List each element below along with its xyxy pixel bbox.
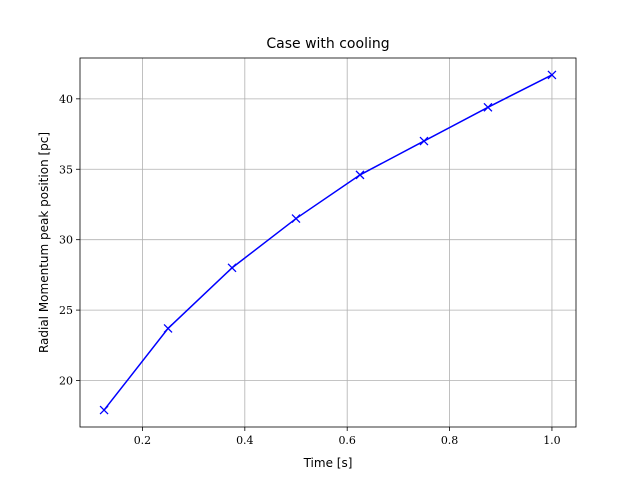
y-tick-label: 30 (59, 234, 73, 247)
data-point (99, 405, 109, 415)
axis-ticks: 0.2 0.4 0.6 0.8 1.0 20 25 30 35 40 (59, 93, 561, 447)
series-line (103, 74, 553, 411)
y-axis-label: Radial Momentum peak position [pc] (37, 132, 51, 353)
data-point (547, 70, 557, 80)
data-point (163, 323, 173, 333)
data-point (419, 136, 429, 146)
y-tick-label: 40 (59, 93, 73, 106)
chart-title: Case with cooling (266, 36, 389, 52)
data-point (355, 170, 365, 180)
series (99, 70, 557, 415)
y-tick-label: 20 (59, 375, 73, 388)
x-tick-label: 0.2 (134, 434, 152, 447)
x-tick-label: 0.8 (441, 434, 459, 447)
y-tick-label: 35 (59, 163, 73, 176)
data-point (483, 102, 493, 112)
data-point (291, 214, 301, 224)
x-axis-label: Time [s] (303, 456, 353, 470)
x-tick-label: 0.4 (236, 434, 254, 447)
data-point (227, 263, 237, 273)
grid (80, 58, 576, 427)
x-tick-label: 1.0 (543, 434, 561, 447)
x-tick-label: 0.6 (338, 434, 356, 447)
y-tick-label: 25 (59, 304, 73, 317)
plot-area-frame (79, 57, 577, 428)
